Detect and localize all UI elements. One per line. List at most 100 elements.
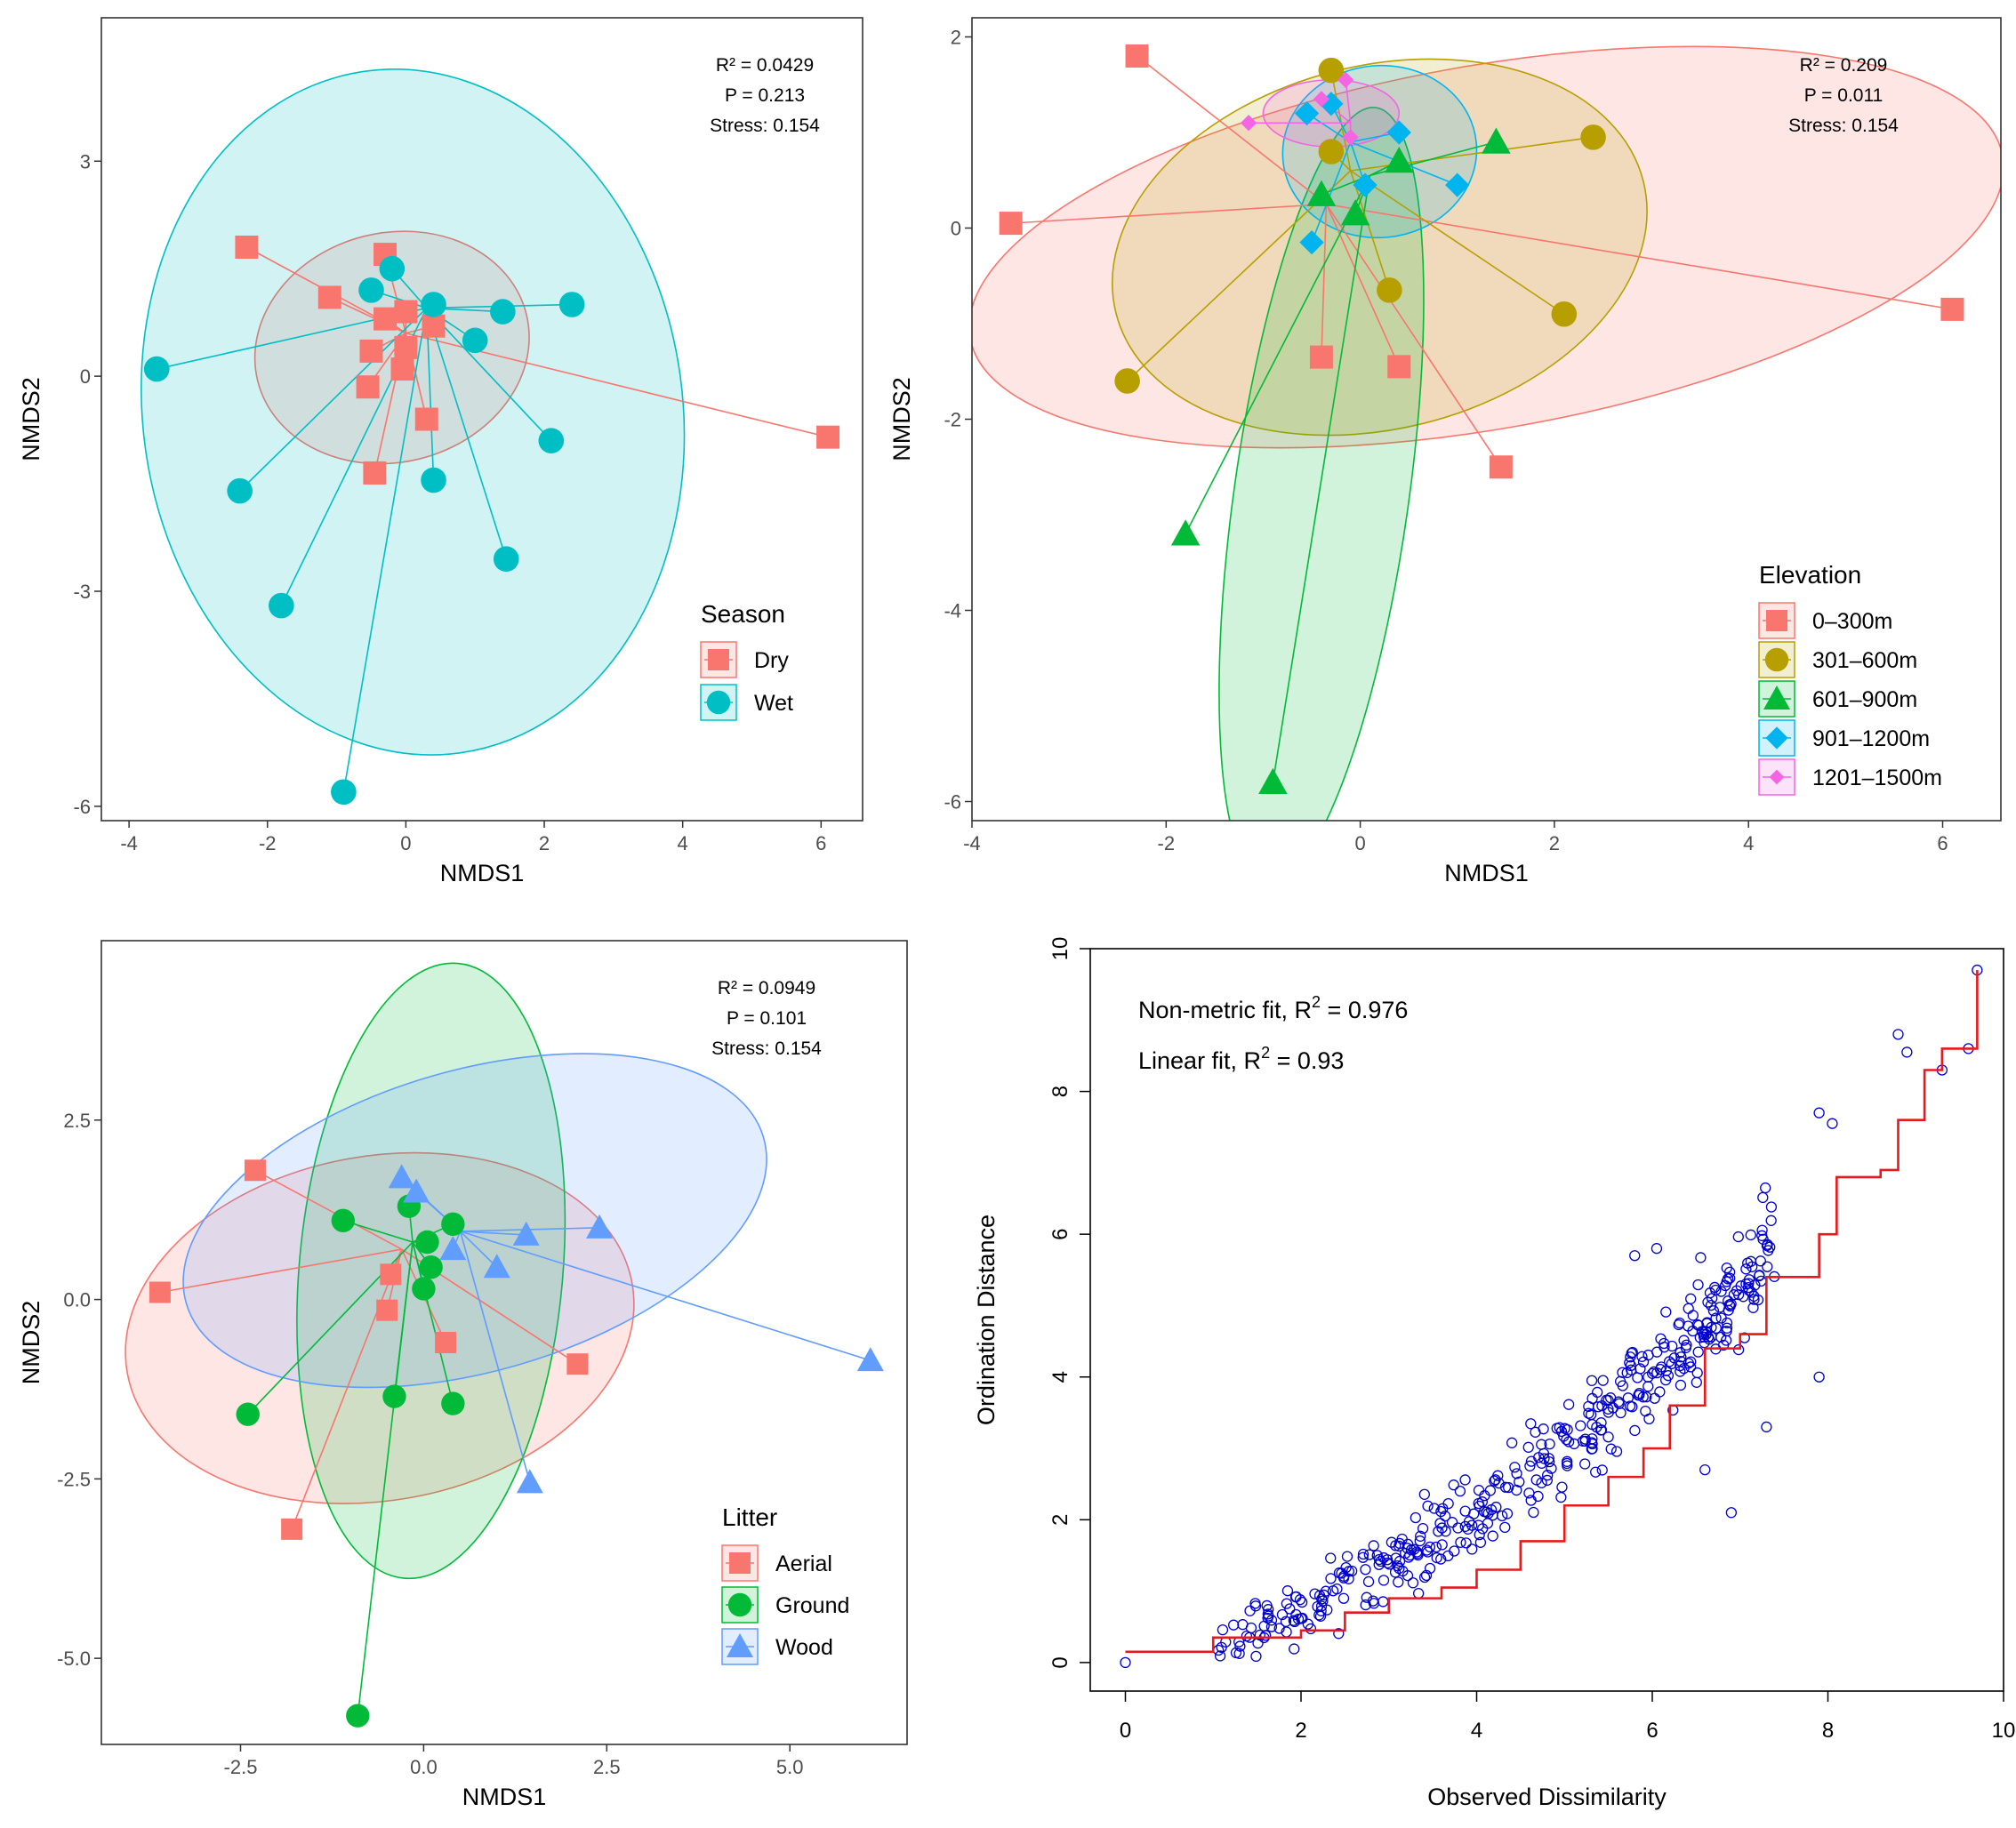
point-901–1200m-3: [1445, 172, 1470, 197]
monotone-fit-step-line: [1125, 970, 1979, 1654]
shepard-point: [1723, 1266, 1736, 1278]
point-Wood-6: [856, 1347, 884, 1372]
x-axis-title: Observed Dissimilarity: [1427, 1784, 1667, 1810]
spider-line-Ground: [342, 1220, 414, 1243]
shepard-point: [1662, 1370, 1675, 1382]
shepard-point: [1331, 1583, 1343, 1595]
point-Wet-10: [538, 428, 565, 453]
point-901–1200m-0: [1294, 100, 1320, 126]
x-tick-label: 0.0: [410, 1756, 438, 1778]
shepard-point: [1435, 1553, 1447, 1565]
shepard-point: [1455, 1536, 1466, 1548]
point-Dry-6: [394, 335, 418, 359]
point-Wood-3: [483, 1254, 510, 1279]
shepard-point: [1592, 1386, 1603, 1399]
shepard-point: [1699, 1463, 1711, 1476]
shepard-point: [1333, 1628, 1345, 1640]
shepard-point: [1624, 1357, 1635, 1368]
point-Wet-7: [462, 327, 488, 354]
shepard-point: [1745, 1255, 1757, 1267]
shepard-point: [1675, 1351, 1687, 1363]
shepard-point: [1595, 1424, 1608, 1436]
y-tick-label: -6: [944, 791, 961, 814]
shepard-point: [1655, 1333, 1667, 1344]
stats-label: Stress: 0.154: [1788, 116, 1899, 136]
spider-line-301–600m: [1349, 170, 1391, 291]
x-tick-label: 8: [1822, 1719, 1834, 1743]
point-301–600m-4: [1551, 301, 1578, 327]
shepard-point: [1687, 1310, 1699, 1321]
spider-line-Aerial: [291, 1248, 403, 1530]
shepard-point: [1230, 1647, 1242, 1659]
shepard-point: [1424, 1562, 1436, 1575]
shepard-point: [1622, 1392, 1634, 1404]
legend-title: Season: [701, 600, 785, 628]
point-Dry-11: [363, 461, 387, 485]
shepard-point: [1692, 1346, 1704, 1358]
shepard-point: [1707, 1305, 1720, 1317]
stats-label: P = 0.213: [725, 85, 805, 106]
shepard-point: [1509, 1462, 1521, 1473]
shepard-point: [1626, 1401, 1638, 1413]
ann-value: = 0.976: [1321, 997, 1408, 1023]
x-tick-label: -2: [1158, 832, 1176, 854]
shepard-point: [1764, 1241, 1776, 1253]
point-901–1200m-5: [1299, 229, 1324, 255]
shepard-point: [1417, 1522, 1429, 1535]
point-Wood-7: [516, 1469, 543, 1494]
plot-border: [100, 17, 863, 822]
plot-background: [101, 941, 907, 1744]
point-Wet-12: [493, 546, 519, 573]
shepard-point: [1761, 1421, 1772, 1433]
x-tick-label: 10: [1992, 1719, 2016, 1743]
y-tick-label: 8: [1048, 1086, 1072, 1097]
shepard-point: [1528, 1506, 1539, 1519]
shepard-point: [1250, 1650, 1262, 1663]
spider-line-Wood: [460, 1231, 526, 1236]
shepard-point: [1525, 1495, 1537, 1506]
ann-text: Linear fit, R: [1138, 1047, 1261, 1074]
shepard-point: [1546, 1463, 1557, 1474]
shepard-point: [1254, 1629, 1265, 1641]
legend: Elevation 0–300m 301–600m 601–900m 901–1200m…: [1758, 561, 1942, 796]
shepard-point: [1632, 1372, 1643, 1383]
shepard-point: [1543, 1453, 1554, 1464]
shepard-point: [1536, 1477, 1547, 1488]
shepard-point: [1602, 1403, 1614, 1415]
shepard-point: [1436, 1522, 1448, 1534]
shepard-point: [1440, 1526, 1451, 1537]
shepard-point: [1637, 1391, 1649, 1403]
point-Ground-4: [419, 1255, 443, 1279]
point-301–600m-0: [1318, 57, 1345, 84]
point-Aerial-2: [380, 1263, 402, 1286]
x-axis-title: NMDS1: [440, 860, 525, 886]
y-tick-label: 2: [1048, 1514, 1072, 1526]
shepard-point: [1460, 1537, 1472, 1549]
shepard-point: [1459, 1505, 1471, 1517]
shepard-point: [1605, 1443, 1617, 1455]
plot-area: [124, 962, 884, 1728]
shepard-point: [1289, 1591, 1302, 1603]
point-901–1200m-2: [1386, 120, 1411, 145]
point-Dry-10: [414, 407, 438, 431]
y-axis-title: NMDS2: [888, 377, 915, 461]
point-1201–1500m-2: [1337, 71, 1354, 88]
legend-label-Ground: Ground: [775, 1593, 849, 1618]
shepard-point: [1511, 1484, 1522, 1496]
shepard-point: [1610, 1446, 1623, 1457]
shepard-point: [1596, 1464, 1608, 1476]
point-Wood-1: [403, 1178, 430, 1203]
shepard-point: [1590, 1466, 1602, 1478]
point-Wood-0: [388, 1164, 415, 1189]
shepard-point: [1813, 1107, 1825, 1118]
panel-season: -4 -2 0 2 4 6 3 0 -3 -6 NMDS1 NMDS2 R² = 0.0429 P = 0…: [18, 17, 863, 886]
shepard-point: [1411, 1546, 1423, 1558]
shepard-point: [1289, 1643, 1300, 1655]
point-Aerial-4: [435, 1332, 457, 1353]
shepard-point: [1276, 1608, 1289, 1621]
y-tick-label: 2.5: [63, 1110, 91, 1132]
point-1201–1500m-0: [1240, 115, 1257, 132]
x-tick-label: 4: [1743, 832, 1754, 854]
legend-title: Elevation: [1759, 561, 1861, 589]
